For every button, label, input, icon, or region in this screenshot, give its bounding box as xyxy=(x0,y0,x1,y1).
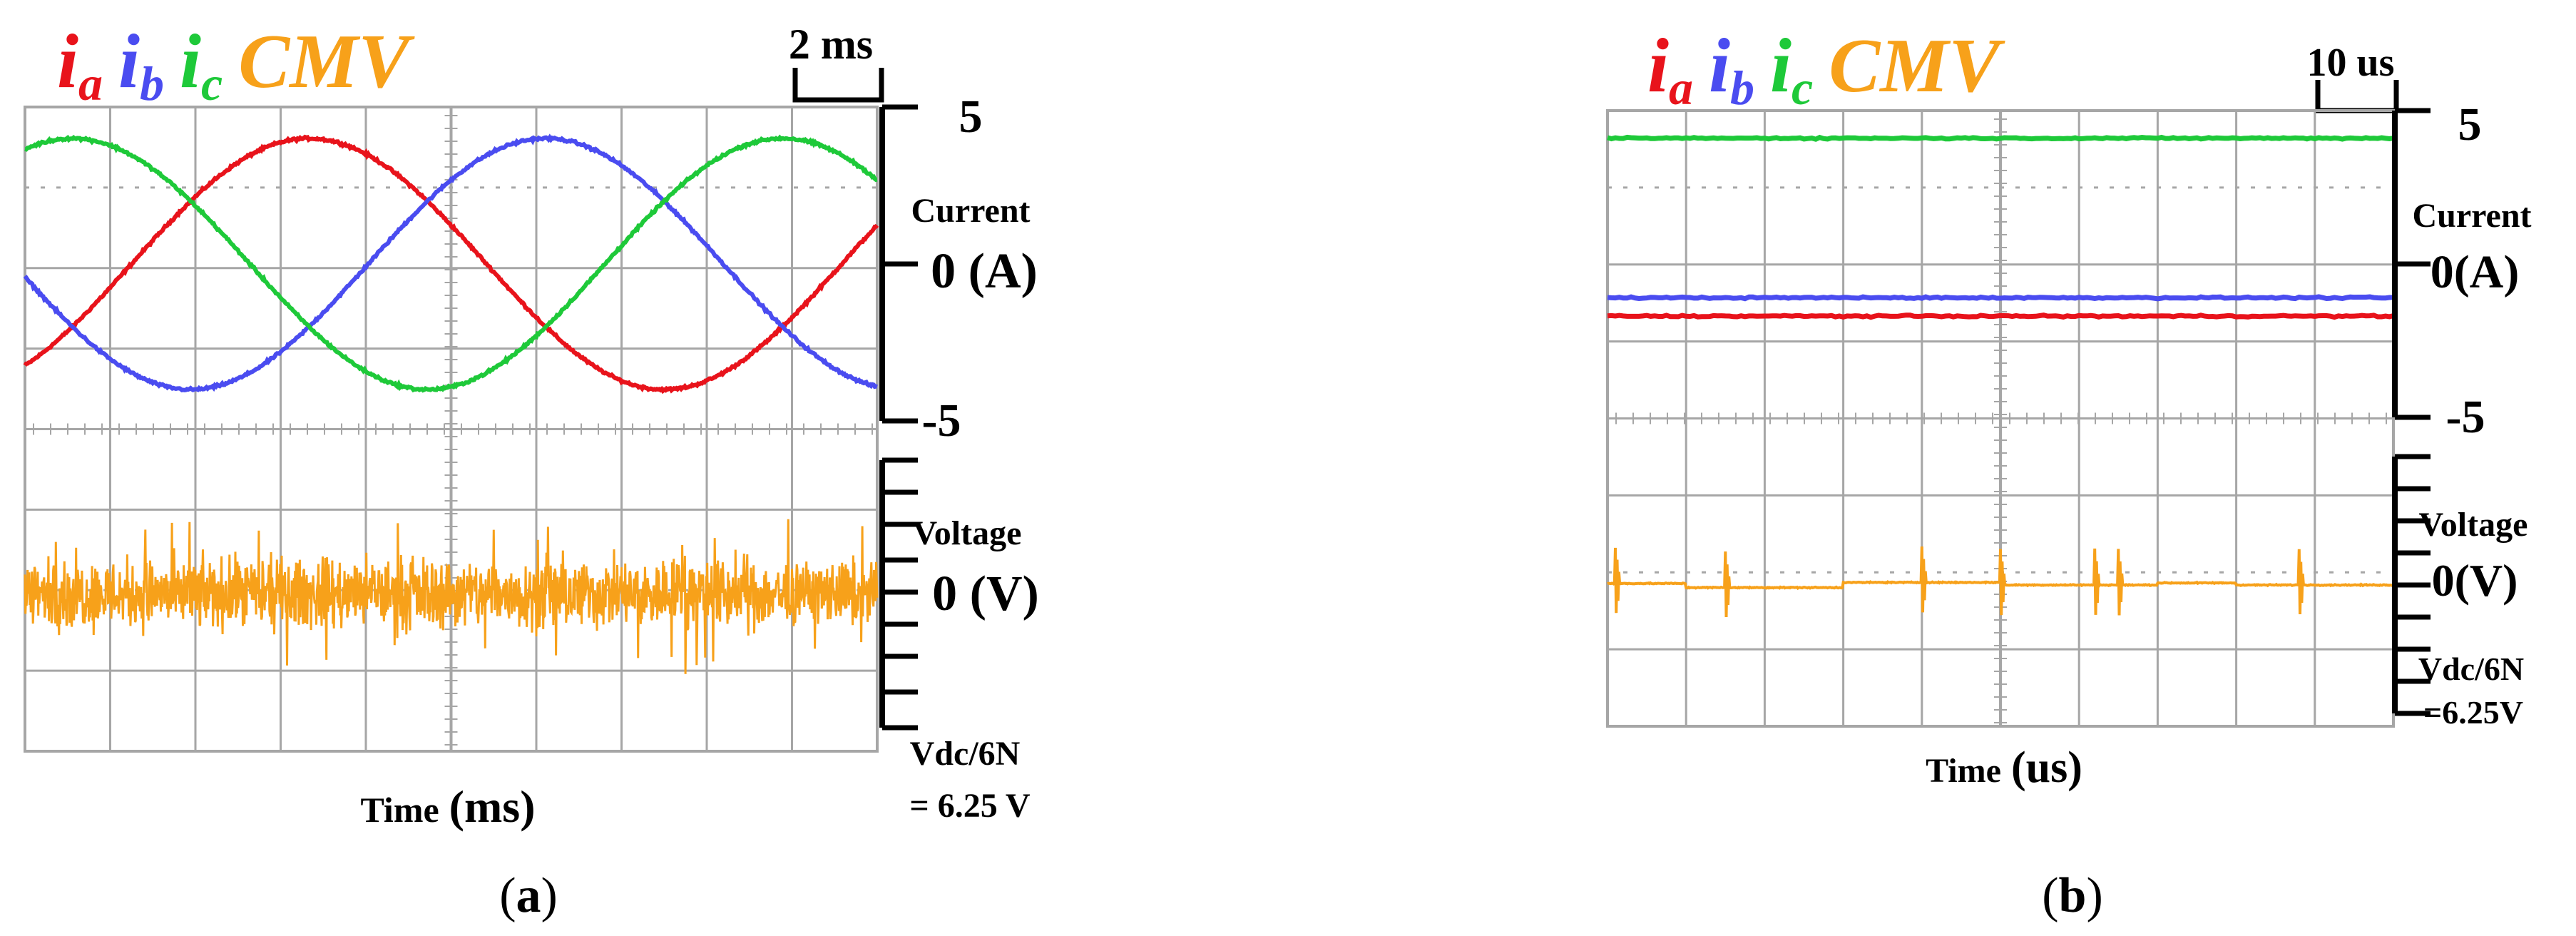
trace-ic xyxy=(24,134,878,393)
time-scale-label: 2 ms xyxy=(789,21,873,68)
trace-ib xyxy=(23,133,878,392)
current-zero-label: 0 (A) xyxy=(931,244,1038,299)
xlabel-b-unit: (us) xyxy=(2011,743,2082,792)
b-voltage-axis-label: Voltage xyxy=(2419,506,2528,544)
legend-b: ia ib ic CMV xyxy=(1647,24,2005,115)
panel-label-b: (b) xyxy=(2042,868,2103,923)
b-voltage-scale-line1: Vdc/6N xyxy=(2418,651,2524,687)
traces-b xyxy=(1607,134,2394,618)
voltage-axis-label: Voltage xyxy=(913,514,1022,552)
time-scale-label-b: 10 us xyxy=(2307,41,2395,85)
xlabel-a-word: Time xyxy=(360,790,439,830)
grid-a xyxy=(24,106,879,753)
xlabel-b-word: Time xyxy=(1926,752,2001,790)
trace-ic xyxy=(1607,134,2394,142)
b-voltage-scale-line2: =6.25V xyxy=(2423,694,2523,731)
voltage-zero-label: 0 (V) xyxy=(932,566,1039,621)
trace-ib xyxy=(1607,294,2394,302)
voltage-scale-line2: = 6.25 V xyxy=(909,787,1030,825)
legend-ib-sub: b xyxy=(140,56,164,111)
time-scale-bar xyxy=(792,68,884,103)
xlabel-a: Time (ms) xyxy=(360,781,535,832)
b-current-axis-label: Current xyxy=(2412,197,2531,235)
legend-ia-sub: a xyxy=(78,56,103,111)
legend-a: ia ib ic CMV xyxy=(57,19,415,111)
b-voltage-zero-label: 0(V) xyxy=(2432,555,2518,606)
legend-ic-base: i xyxy=(180,19,201,104)
traces-a xyxy=(23,133,879,674)
panel-b: ia ib ic CMV 10 us 5 Current 0(A) -5 Voltag… xyxy=(1606,24,2532,923)
legend-b-ic-base: i xyxy=(1770,24,1792,108)
current-bottom-label: -5 xyxy=(922,395,961,447)
legend-b-ib-sub: b xyxy=(1730,61,1754,115)
grid-b xyxy=(1606,109,2395,728)
legend-ib-base: i xyxy=(118,19,140,104)
axis-b xyxy=(2392,108,2431,716)
voltage-scale-line1: Vdc/6N xyxy=(910,735,1021,773)
legend-b-ia-base: i xyxy=(1647,24,1669,108)
trace-cmv-b xyxy=(1607,546,2394,618)
xlabel-b: Time (us) xyxy=(1926,743,2082,792)
legend-ic-sub: c xyxy=(201,56,223,111)
panel-label-a: (a) xyxy=(499,868,558,923)
current-axis-label: Current xyxy=(911,192,1030,230)
legend-ia-base: i xyxy=(57,19,78,104)
legend-b-cmv: CMV xyxy=(1829,24,2005,108)
xlabel-a-unit: (ms) xyxy=(449,781,536,832)
trace-ia xyxy=(1607,312,2394,320)
legend-b-ib-base: i xyxy=(1709,24,1730,108)
legend-b-ic-sub: c xyxy=(1792,61,1813,115)
legend-b-ia-sub: a xyxy=(1669,61,1693,115)
trace-ia xyxy=(23,134,879,395)
current-top-label: 5 xyxy=(959,91,983,143)
b-current-zero-label: 0(A) xyxy=(2431,246,2520,298)
b-current-top-label: 5 xyxy=(2458,98,2482,151)
trace-cmv xyxy=(24,519,879,674)
b-current-bottom-label: -5 xyxy=(2446,391,2485,443)
panel-a: ia ib ic CMV 2 ms 5 Current 0 (A) -5 Voltag… xyxy=(23,19,1039,923)
legend-cmv: CMV xyxy=(238,19,415,104)
axis-a xyxy=(879,104,918,731)
